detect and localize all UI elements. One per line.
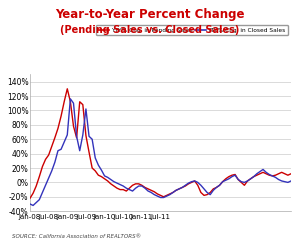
- Text: Year-to-Year Percent Change: Year-to-Year Percent Change: [55, 8, 245, 21]
- Text: (Pending Sales vs. Closed Sales): (Pending Sales vs. Closed Sales): [60, 25, 240, 35]
- Text: SOURCE: California Association of REALTORS®: SOURCE: California Association of REALTO…: [12, 234, 141, 239]
- Legend: YTY% Chg. in Pending Sales, YTY% Chg. in Closed Sales: YTY% Chg. in Pending Sales, YTY% Chg. in…: [96, 25, 288, 35]
